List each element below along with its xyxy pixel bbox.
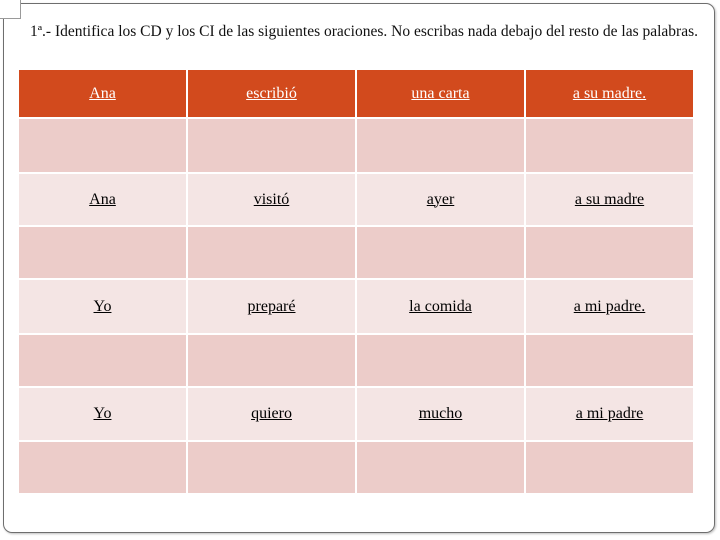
word-cell: preparé xyxy=(186,278,357,335)
table-row: Ana escribió una carta a su madre. xyxy=(17,68,695,119)
answer-cell[interactable] xyxy=(186,333,357,388)
word-cell: a mi padre xyxy=(524,386,695,442)
word-cell: Ana xyxy=(17,68,188,119)
table-row: Yo quiero mucho a mi padre xyxy=(17,386,695,442)
answer-cell[interactable] xyxy=(17,440,188,495)
answer-row xyxy=(17,225,695,280)
answer-cell[interactable] xyxy=(355,117,526,174)
word-cell: a mi padre. xyxy=(524,278,695,335)
answer-cell[interactable] xyxy=(186,117,357,174)
word-cell: ayer xyxy=(355,172,526,227)
word-cell: mucho xyxy=(355,386,526,442)
answer-cell[interactable] xyxy=(17,225,188,280)
sentence-table: Ana escribió una carta a su madre. Ana v… xyxy=(17,68,695,495)
answer-cell[interactable] xyxy=(524,225,695,280)
slide-corner-tab xyxy=(0,0,21,19)
word-cell: visitó xyxy=(186,172,357,227)
answer-cell[interactable] xyxy=(355,225,526,280)
answer-cell[interactable] xyxy=(186,225,357,280)
exercise-instruction: 1ª.- Identifica los CD y los CI de las s… xyxy=(30,23,698,40)
word-cell: Yo xyxy=(17,278,188,335)
answer-cell[interactable] xyxy=(355,440,526,495)
word-cell: a su madre xyxy=(524,172,695,227)
answer-cell[interactable] xyxy=(17,117,188,174)
answer-row xyxy=(17,440,695,495)
word-cell: Ana xyxy=(17,172,188,227)
word-cell: escribió xyxy=(186,68,357,119)
word-cell: Yo xyxy=(17,386,188,442)
answer-cell[interactable] xyxy=(17,333,188,388)
answer-cell[interactable] xyxy=(524,333,695,388)
answer-row xyxy=(17,333,695,388)
table-row: Yo preparé la comida a mi padre. xyxy=(17,278,695,335)
word-cell: la comida xyxy=(355,278,526,335)
answer-cell[interactable] xyxy=(524,117,695,174)
table-row: Ana visitó ayer a su madre xyxy=(17,172,695,227)
word-cell: quiero xyxy=(186,386,357,442)
word-cell: una carta xyxy=(355,68,526,119)
slide-frame xyxy=(3,3,715,533)
word-cell: a su madre. xyxy=(524,68,695,119)
answer-row xyxy=(17,117,695,174)
answer-cell[interactable] xyxy=(186,440,357,495)
answer-cell[interactable] xyxy=(524,440,695,495)
answer-cell[interactable] xyxy=(355,333,526,388)
